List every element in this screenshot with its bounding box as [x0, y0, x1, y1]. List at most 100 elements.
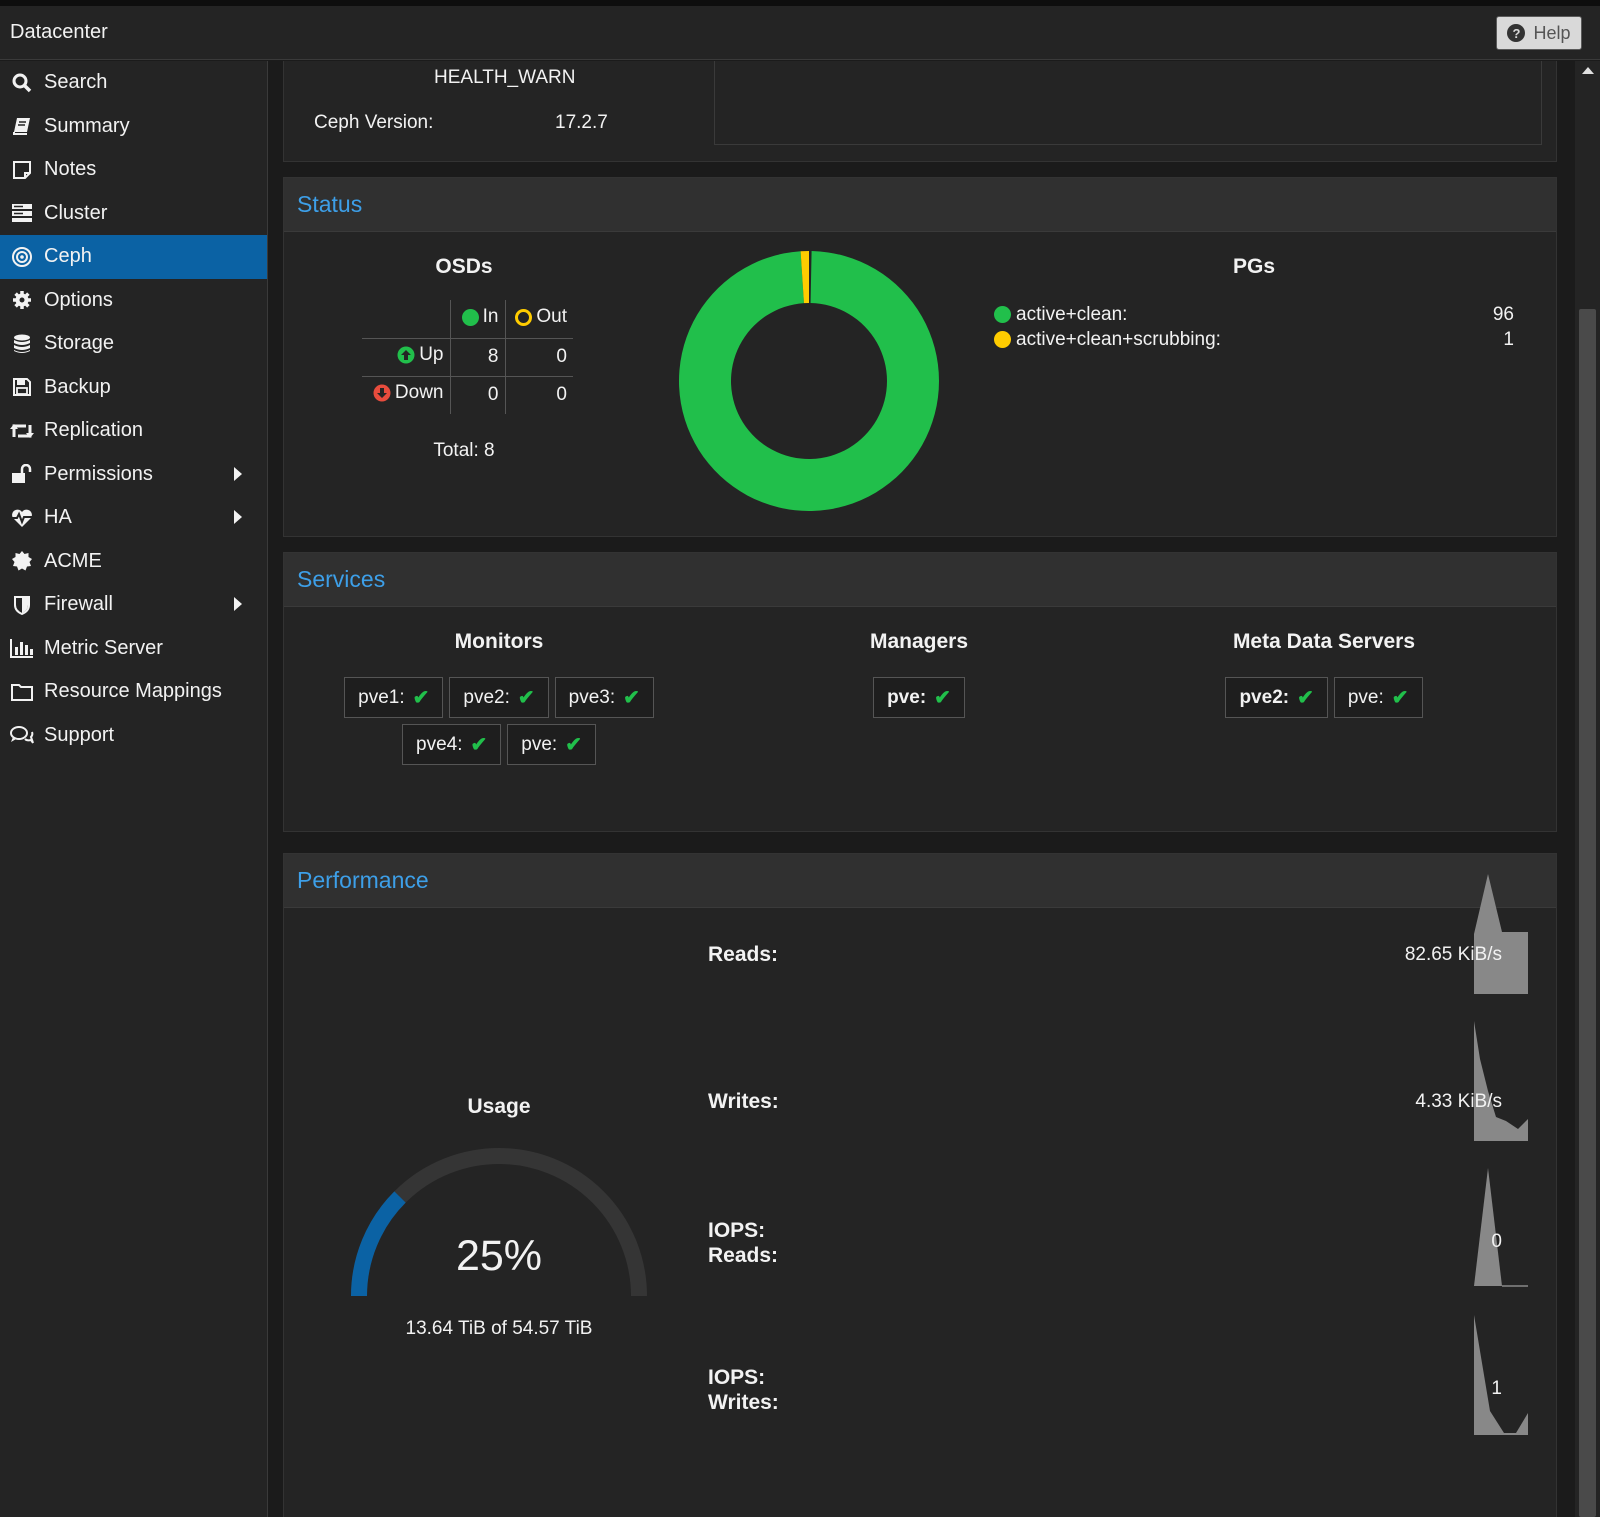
- iops-writes-sparkline: [1474, 1315, 1528, 1435]
- main-content: HEALTH_WARN Ceph Version: 17.2.7 Status …: [269, 61, 1575, 1517]
- monitor-badge-pve2[interactable]: pve2: ✔: [449, 677, 549, 718]
- sidebar-item-ha[interactable]: HA: [0, 496, 267, 540]
- unlock-icon: [10, 462, 34, 486]
- pg-name: active+clean+scrubbing:: [1016, 328, 1221, 350]
- sidebar-item-storage[interactable]: Storage: [0, 322, 267, 366]
- sidebar-item-support[interactable]: Support: [0, 714, 267, 758]
- osd-up-out: 0: [504, 337, 573, 376]
- chevron-right-icon: [234, 597, 242, 611]
- check-icon: ✔: [565, 734, 582, 756]
- monitors-title: Monitors: [454, 630, 544, 653]
- perf-iops-reads-row: IOPS: Reads: 0: [708, 1168, 1528, 1293]
- sidebar-item-replication[interactable]: Replication: [0, 409, 267, 453]
- in-dot-icon: [461, 308, 479, 326]
- sidebar-item-label: ACME: [44, 549, 102, 572]
- perf-writes-label: Writes:: [708, 1090, 779, 1113]
- check-icon: ✔: [934, 687, 951, 709]
- scroll-thumb[interactable]: [1579, 309, 1596, 1517]
- pg-row: active+clean+scrubbing: 1: [994, 327, 1514, 352]
- mds-badge-pve[interactable]: pve: ✔: [1333, 677, 1423, 718]
- arrow-circle-up-icon: [397, 346, 415, 364]
- sidebar-item-acme[interactable]: ACME: [0, 540, 267, 584]
- mds-badge-pve2[interactable]: pve2: ✔: [1225, 677, 1328, 718]
- osd-down-in: 0: [449, 375, 505, 414]
- mds-title: Meta Data Servers: [1232, 630, 1416, 653]
- sidebar-item-label: Firewall: [44, 593, 113, 616]
- sidebar-item-resource-mappings[interactable]: Resource Mappings: [0, 670, 267, 714]
- osd-row-down: Down: [394, 382, 444, 404]
- usage-gauge: [351, 1148, 647, 1297]
- monitor-badge-pve3[interactable]: pve3: ✔: [554, 677, 654, 718]
- usage-title: Usage: [467, 1095, 531, 1118]
- writes-sparkline: [1474, 1021, 1528, 1141]
- health-status: HEALTH_WARN: [434, 67, 576, 88]
- monitor-badge-pve4[interactable]: pve4: ✔: [402, 724, 502, 765]
- sidebar-item-permissions[interactable]: Permissions: [0, 453, 267, 497]
- arrow-circle-down-icon: [373, 384, 391, 402]
- pg-count: 96: [1492, 303, 1514, 325]
- sidebar-item-cluster[interactable]: Cluster: [0, 192, 267, 236]
- check-icon: ✔: [1391, 687, 1409, 709]
- sidebar-item-backup[interactable]: Backup: [0, 366, 267, 410]
- sidebar-item-label: Summary: [44, 114, 130, 137]
- ceph-icon: [10, 245, 34, 269]
- health-details-box: [714, 61, 1542, 145]
- bar-chart-icon: [10, 636, 34, 660]
- sidebar-item-label: HA: [44, 506, 72, 529]
- pg-name: active+clean:: [1016, 303, 1128, 325]
- mds-group: pve2: ✔ pve: ✔: [1184, 677, 1464, 718]
- shield-icon: [10, 593, 34, 617]
- pg-donut-segment: [678, 251, 939, 511]
- sidebar-item-options[interactable]: Options: [0, 279, 267, 323]
- scroll-up-arrow-icon[interactable]: [1582, 67, 1594, 74]
- sidebar-item-firewall[interactable]: Firewall: [0, 583, 267, 627]
- pg-status-dot-icon: [994, 306, 1011, 323]
- sidebar-item-label: Resource Mappings: [44, 680, 222, 703]
- monitor-badge-pve[interactable]: pve: ✔: [507, 724, 596, 765]
- reads-sparkline: [1474, 874, 1528, 994]
- book-icon: [10, 114, 34, 138]
- sidebar: Search Summary Notes Cluster Ceph Option…: [0, 61, 268, 1517]
- notes-icon: [10, 158, 34, 182]
- pg-donut-chart: [678, 251, 939, 511]
- perf-iops-writes-value: 1: [1491, 1378, 1502, 1399]
- sidebar-item-metric-server[interactable]: Metric Server: [0, 627, 267, 671]
- sidebar-item-notes[interactable]: Notes: [0, 148, 267, 192]
- sidebar-item-summary[interactable]: Summary: [0, 105, 267, 149]
- folder-icon: [10, 680, 34, 704]
- pg-donut-segment: [800, 251, 809, 304]
- osd-table: In Out Up 8 0 Down 0 0: [362, 300, 573, 414]
- sidebar-item-label: Notes: [44, 158, 97, 181]
- pg-count: 1: [1503, 328, 1514, 350]
- sidebar-item-label: Options: [44, 288, 113, 311]
- pg-status-dot-icon: [994, 331, 1011, 348]
- sidebar-item-ceph[interactable]: Ceph: [0, 235, 267, 279]
- search-icon: [10, 71, 34, 95]
- perf-iops-reads-value: 0: [1491, 1231, 1502, 1252]
- perf-reads-value: 82.65 KiB/s: [1404, 944, 1502, 965]
- manager-badge-pve[interactable]: pve: ✔: [873, 677, 965, 718]
- sidebar-item-label: Metric Server: [44, 636, 163, 659]
- pg-row: active+clean: 96: [994, 302, 1514, 327]
- header: Datacenter ? Help: [0, 6, 1600, 60]
- floppy-icon: [10, 375, 34, 399]
- sidebar-item-label: Backup: [44, 375, 111, 398]
- iops-reads-sparkline: [1474, 1168, 1528, 1287]
- pg-list: active+clean: 96 active+clean+scrubbing:…: [994, 302, 1514, 352]
- help-button[interactable]: ? Help: [1496, 16, 1582, 50]
- server-icon: [10, 201, 34, 225]
- database-icon: [10, 332, 34, 356]
- osd-up-in: 8: [449, 337, 505, 376]
- osd-col-in: In: [482, 306, 499, 327]
- sidebar-item-label: Replication: [44, 419, 143, 442]
- sidebar-item-label: Ceph: [44, 245, 92, 268]
- managers-group: pve: ✔: [804, 677, 1034, 718]
- osd-row-up: Up: [419, 344, 444, 365]
- sidebar-item-search[interactable]: Search: [0, 61, 267, 105]
- chevron-right-icon: [234, 510, 242, 524]
- monitor-badge-pve1[interactable]: pve1: ✔: [344, 677, 444, 718]
- osd-total: Total: 8: [433, 440, 495, 461]
- services-panel: Services Monitors pve1: ✔ pve2: ✔ pve3: ✔ p…: [283, 552, 1557, 832]
- scrollbar[interactable]: [1575, 61, 1600, 1517]
- status-panel: Status OSDs In Out Up 8 0 Down 0 0 Total…: [283, 177, 1557, 537]
